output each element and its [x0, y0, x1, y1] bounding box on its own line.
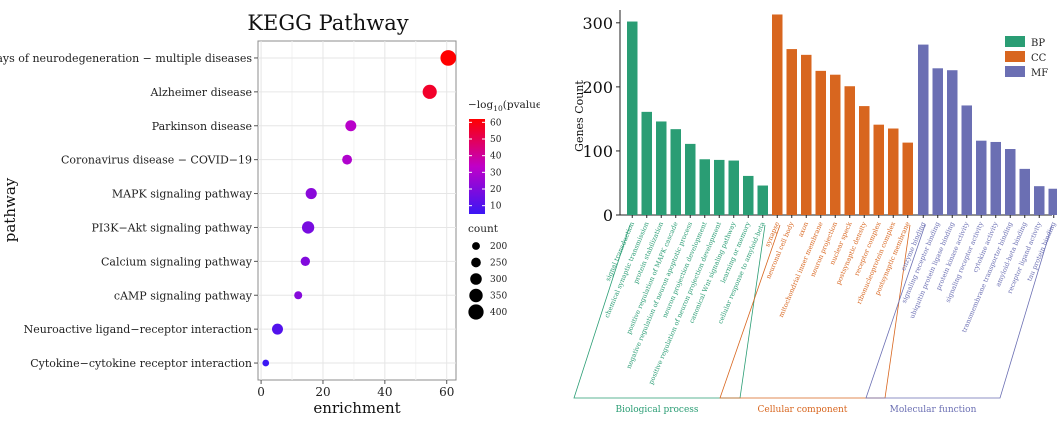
bar	[1048, 188, 1057, 215]
size-legend-label: 350	[490, 292, 507, 302]
group-bracket	[719, 224, 911, 399]
color-legend-label: 30	[490, 168, 502, 178]
y-tick-label: Pathways of neurodegeneration − multiple…	[0, 52, 252, 65]
data-point	[422, 84, 437, 99]
group-label: Cellular component	[758, 405, 848, 415]
y-tick-label: Alzheimer disease	[150, 86, 253, 99]
legend-label: MF	[1031, 68, 1048, 79]
size-legend-dot	[468, 304, 484, 320]
go-chart: 0 100 200 300 Genes Count signal transduction…	[540, 0, 1057, 421]
size-legend-title: count	[468, 223, 499, 235]
bar	[699, 159, 710, 215]
data-point	[271, 323, 283, 335]
chart-title: KEGG Pathway	[247, 11, 408, 35]
legend-label: CC	[1031, 53, 1047, 64]
group-bracket	[573, 224, 766, 399]
size-legend-label: 200	[490, 242, 507, 252]
plot-panel	[257, 40, 457, 381]
size-legend-label: 400	[490, 308, 507, 318]
y-tick-label: cAMP signaling pathway	[114, 289, 253, 302]
bar	[815, 70, 826, 215]
bar	[714, 159, 725, 215]
color-legend-label: 50	[490, 135, 502, 145]
y-tick-label: 200	[582, 78, 613, 97]
size-legend-label: 300	[490, 275, 507, 285]
x-tick-label: 0	[257, 385, 265, 399]
group-label: Biological process	[615, 405, 698, 415]
data-point	[301, 221, 315, 234]
y-axis-label: Genes Count	[573, 80, 586, 152]
color-legend-label: 40	[490, 152, 502, 162]
bar	[743, 175, 754, 215]
bar	[1019, 168, 1030, 215]
data-point	[440, 50, 457, 66]
legend-swatch	[1005, 36, 1025, 47]
data-point	[342, 154, 353, 165]
y-tick-label: Cytokine−cytokine receptor interaction	[30, 357, 252, 370]
y-tick-label: 0	[603, 206, 613, 225]
data-point	[262, 359, 270, 367]
group-bracket	[865, 224, 1053, 399]
size-legend-dot	[469, 288, 483, 303]
color-legend-title: −log10(pvalue)	[468, 99, 540, 113]
x-axis-label: enrichment	[313, 399, 400, 417]
y-tick-label: Neuroactive ligand−receptor interaction	[24, 323, 252, 336]
x-tick-label: 60	[439, 385, 454, 399]
bar	[641, 111, 652, 215]
bar	[961, 105, 972, 215]
bar	[728, 160, 739, 215]
legend-label: BP	[1031, 38, 1045, 49]
group-label: Molecular function	[890, 405, 977, 415]
x-tick-label: 40	[377, 385, 392, 399]
bar	[859, 106, 870, 215]
bar	[757, 185, 768, 215]
size-legend-dot	[472, 242, 480, 250]
bar	[801, 54, 812, 215]
size-legend-label: 250	[490, 259, 507, 269]
x-tick-label: axon	[797, 221, 810, 239]
size-legend-dot	[471, 257, 481, 268]
data-point	[300, 256, 311, 267]
color-legend-label: 20	[490, 185, 502, 195]
kegg-dot-plot: KEGG Pathway Pathways of neurodegeneratio…	[0, 11, 540, 417]
x-tick-label: 20	[315, 385, 330, 399]
y-tick-label: 300	[582, 14, 613, 33]
bar	[873, 124, 884, 215]
bar	[990, 141, 1001, 215]
y-axis-label: pathway	[1, 177, 19, 242]
y-tick-label: MAPK signaling pathway	[112, 188, 253, 201]
color-legend-bar	[469, 119, 485, 214]
bar	[888, 128, 899, 215]
legend-swatch	[1005, 66, 1025, 77]
bar	[627, 21, 638, 215]
bar	[772, 14, 783, 215]
bar	[786, 49, 797, 215]
y-tick-label: 100	[582, 142, 613, 161]
size-legend-dot	[470, 273, 482, 285]
bar	[1034, 186, 1045, 215]
bar	[670, 129, 681, 215]
bar	[976, 140, 987, 215]
data-point	[345, 120, 357, 132]
y-tick-label: Calcium signaling pathway	[101, 255, 253, 268]
color-legend-label: 60	[490, 118, 502, 128]
bar	[844, 86, 855, 215]
bar	[932, 68, 943, 215]
bar	[656, 121, 667, 215]
kegg-chart: KEGG Pathway Pathways of neurodegeneratio…	[0, 11, 540, 417]
legend-swatch	[1005, 51, 1025, 62]
data-point	[305, 187, 317, 200]
bar	[947, 70, 958, 215]
data-point	[294, 291, 303, 300]
bar	[1005, 149, 1016, 215]
y-tick-label: Parkinson disease	[152, 120, 252, 133]
color-legend-label: 10	[490, 202, 502, 212]
y-tick-label: Coronavirus disease − COVID−19	[61, 154, 252, 167]
bar	[830, 74, 841, 215]
bar	[685, 143, 696, 215]
bar	[902, 142, 913, 215]
y-tick-label: PI3K−Akt signaling pathway	[91, 221, 252, 234]
bar	[918, 44, 929, 215]
